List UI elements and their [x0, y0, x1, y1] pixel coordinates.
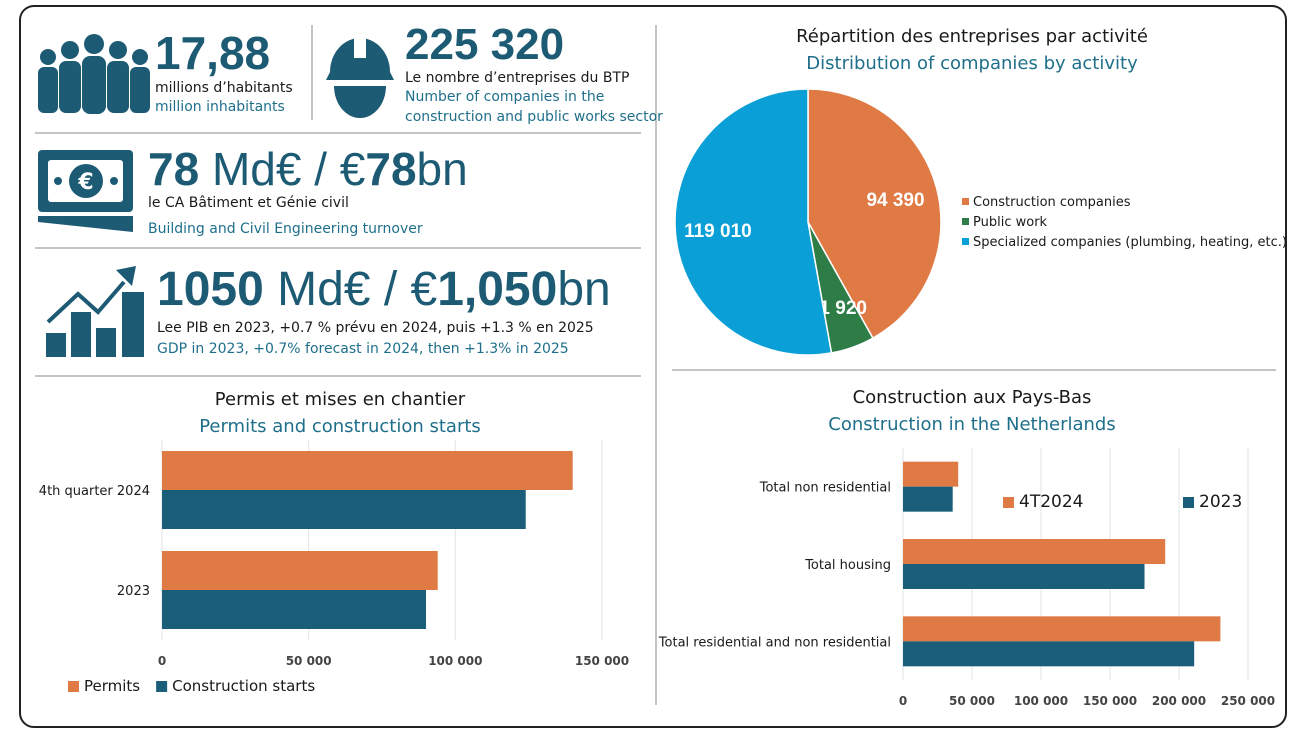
x-tick-label: 250 000: [1221, 694, 1275, 708]
money-icon: €: [38, 150, 133, 232]
y-tick-label: 4th quarter 2024: [39, 484, 150, 499]
stat-part: bn: [417, 143, 468, 195]
value-label: 94 390: [866, 190, 924, 211]
stat-value: 17,88: [155, 27, 270, 79]
stat-label: le CA Bâtiment et Génie civil: [148, 195, 349, 211]
legend-swatch: [962, 238, 969, 245]
x-tick-label: 100 000: [428, 654, 482, 668]
stat-label: million inhabitants: [155, 99, 285, 115]
stat-value: 1050 Md€ / €1,050bn: [157, 263, 611, 316]
value-label: 119 010: [684, 221, 752, 242]
stat-label: Le nombre d’entreprises du BTP: [405, 70, 629, 86]
legend-swatch: [68, 681, 79, 692]
pie-slice: [807, 88, 942, 340]
growth-icon: [46, 266, 144, 357]
chart-title: Répartition des entreprises par activité: [796, 26, 1148, 47]
bar: [162, 451, 573, 490]
x-tick-label: 0: [899, 694, 907, 708]
x-tick-label: 0: [158, 654, 166, 668]
legend-label: Construction companies: [973, 195, 1131, 210]
stat-label: millions d’habitants: [155, 80, 293, 96]
y-tick-label: Total residential and non residential: [658, 635, 891, 650]
x-tick-label: 50 000: [286, 654, 332, 668]
y-tick-label: 2023: [117, 584, 150, 599]
stat-part: Md€ / €: [199, 143, 365, 195]
legend-swatch: [962, 198, 969, 205]
bar: [162, 551, 438, 590]
legend-swatch: [1003, 497, 1014, 508]
chart-subtitle: Permits and construction starts: [199, 416, 481, 437]
y-tick-label: Total housing: [804, 558, 891, 573]
x-tick-label: 100 000: [1014, 694, 1068, 708]
legend-label: Specialized companies (plumbing, heating…: [973, 235, 1287, 250]
stat-part: Md€ / €: [264, 263, 438, 316]
chart-title: Construction aux Pays-Bas: [853, 387, 1092, 408]
legend-swatch: [1183, 497, 1194, 508]
legend-label: 4T2024: [1019, 492, 1083, 512]
legend-label: 2023: [1199, 492, 1242, 512]
people-icon: [38, 34, 150, 114]
pie-slice: [674, 88, 833, 356]
x-tick-label: 200 000: [1152, 694, 1206, 708]
chart-subtitle: Construction in the Netherlands: [828, 414, 1115, 435]
stat-label: construction and public works sector: [405, 109, 663, 125]
legend-label: Public work: [973, 215, 1048, 230]
x-tick-label: 50 000: [949, 694, 995, 708]
chart-title: Permis et mises en chantier: [215, 389, 466, 410]
stat-label: GDP in 2023, +0.7% forecast in 2024, the…: [157, 341, 569, 357]
bar: [162, 490, 526, 529]
x-tick-label: 150 000: [575, 654, 629, 668]
stat-label: Number of companies in the: [405, 89, 604, 105]
helmet-icon: [326, 34, 394, 118]
stat-label: Building and Civil Engineering turnover: [148, 221, 423, 237]
stat-part: 1050: [157, 263, 264, 316]
svg-text:€: €: [77, 170, 93, 195]
stat-part: 78: [365, 143, 416, 195]
bar: [162, 590, 426, 629]
bar: [903, 641, 1195, 667]
legend-swatch: [156, 681, 168, 692]
y-tick-label: Total non residential: [759, 481, 891, 496]
legend-label: Construction starts: [172, 677, 315, 695]
bar: [903, 616, 1221, 642]
bar: [903, 461, 959, 487]
bar: [903, 486, 953, 512]
chart-subtitle: Distribution of companies by activity: [806, 53, 1138, 74]
legend-swatch: [962, 218, 969, 225]
stat-label: Lee PIB en 2023, +0.7 % prévu en 2024, p…: [157, 320, 594, 336]
stat-part: 1,050: [437, 263, 557, 316]
stat-value: 78 Md€ / €78bn: [148, 143, 468, 195]
stat-part: 78: [148, 143, 199, 195]
x-tick-label: 150 000: [1083, 694, 1137, 708]
bar: [903, 564, 1145, 589]
stat-value: 225 320: [405, 20, 564, 69]
stat-part: bn: [557, 263, 610, 316]
bar: [903, 539, 1166, 564]
legend-label: Permits: [84, 677, 140, 695]
